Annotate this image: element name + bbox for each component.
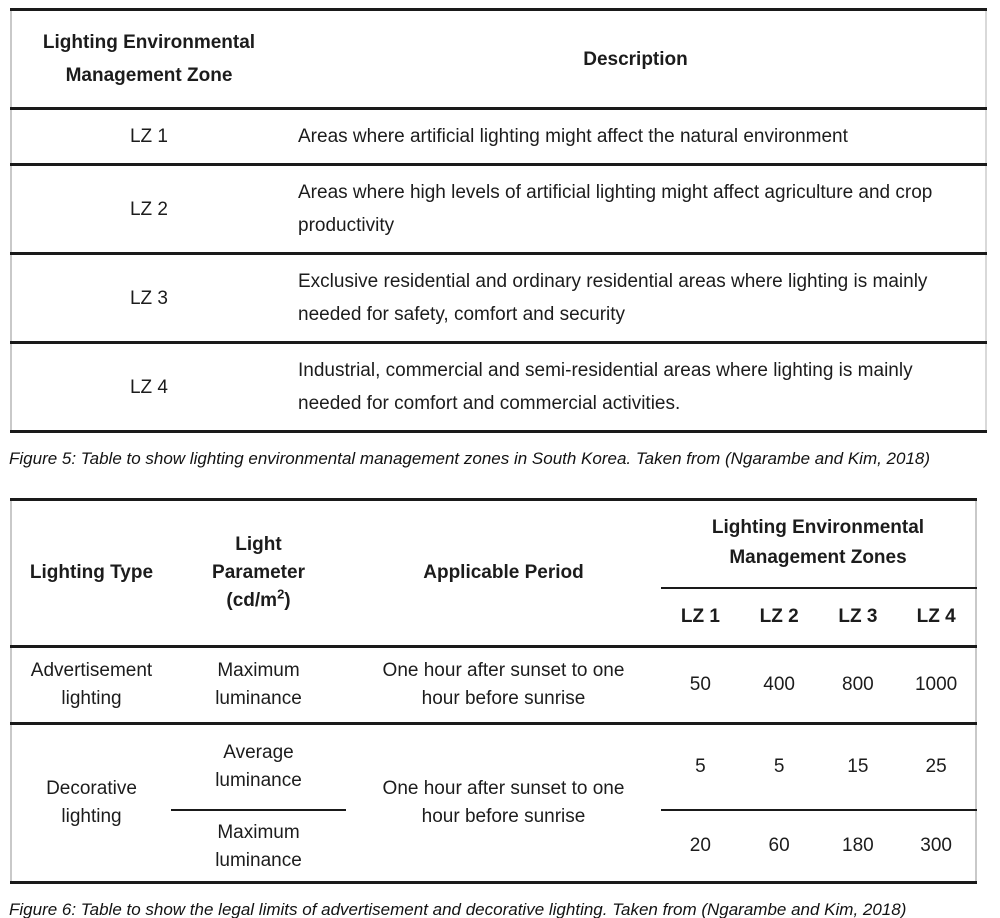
light-parameter-line1: Light <box>235 534 282 555</box>
squared-superscript: 2 <box>277 586 285 602</box>
zone-cell: LZ 2 <box>11 163 286 254</box>
applicable-period-cell: One hour after sunset to one hour before… <box>346 645 661 724</box>
limit-value-cell: 400 <box>739 645 819 724</box>
limit-value-cell: 300 <box>897 809 976 883</box>
management-zones-group-header: Lighting Environmental Management Zones <box>661 499 976 589</box>
limit-value-cell: 50 <box>661 645 740 724</box>
unit-suffix: ) <box>284 590 291 611</box>
limit-value-cell: 180 <box>818 809 898 883</box>
table-header-row: Lighting Environmental Management Zone D… <box>11 10 986 109</box>
description-cell: Industrial, commercial and semi-resident… <box>286 341 986 432</box>
light-parameter-line2: Parameter <box>212 562 305 583</box>
description-header-cell: Description <box>583 48 688 70</box>
light-parameter-cell: Maximum luminance <box>171 809 346 883</box>
limit-value-cell: 5 <box>739 722 819 810</box>
light-parameter-cell: Maximum luminance <box>171 645 346 724</box>
table-row: LZ 3 Exclusive residential and ordinary … <box>11 252 986 343</box>
limit-value-cell: 20 <box>661 809 740 883</box>
figure6-caption: Figure 6: Table to show the legal limits… <box>9 900 907 918</box>
zone-cell: LZ 4 <box>11 341 286 432</box>
applicable-period-header: Applicable Period <box>423 562 584 583</box>
light-parameter-cell: Average luminance <box>171 722 346 810</box>
decorative-maximum-row: Maximum luminance 20 60 180 300 <box>11 809 976 883</box>
lighting-type-header: Lighting Type <box>29 562 154 583</box>
table-row: LZ 1 Areas where artificial lighting mig… <box>11 107 986 165</box>
lz2-header: LZ 2 <box>759 606 799 627</box>
limit-value-cell: 15 <box>818 722 898 810</box>
zone-cell: LZ 1 <box>11 107 286 165</box>
description-cell: Areas where high levels of artificial li… <box>286 163 986 254</box>
legal-limits-table: Lighting Type Light Parameter (cd/m2) Ap… <box>10 498 977 884</box>
zone-cell: LZ 3 <box>11 252 286 343</box>
lighting-zones-table: Lighting Environmental Management Zone D… <box>10 8 987 433</box>
description-cell: Areas where artificial lighting might af… <box>286 107 986 165</box>
advertisement-row: Advertisement lighting Maximum luminance… <box>11 645 976 724</box>
limit-value-cell: 5 <box>661 722 740 810</box>
table-row: LZ 4 Industrial, commercial and semi-res… <box>11 341 986 432</box>
figure5-caption: Figure 5: Table to show lighting environ… <box>9 449 931 468</box>
zone-header-cell: Lighting Environmental Management Zone <box>42 32 256 86</box>
zones-subheader-row: LZ 1 LZ 2 LZ 3 LZ 4 <box>11 588 976 647</box>
light-parameter-header: Light Parameter (cd/m2) <box>171 500 346 647</box>
lighting-type-cell: Advertisement lighting <box>11 645 171 724</box>
lz4-header: LZ 4 <box>916 606 956 627</box>
limit-value-cell: 800 <box>818 645 898 724</box>
applicable-period-cell: One hour after sunset to one hour before… <box>346 722 661 883</box>
lz1-header: LZ 1 <box>680 606 720 627</box>
light-parameter-unit: (cd/m2) <box>198 587 319 615</box>
lighting-type-cell: Decorative lighting <box>11 722 171 883</box>
table-row: LZ 2 Areas where high levels of artifici… <box>11 163 986 254</box>
limit-value-cell: 25 <box>897 722 976 810</box>
limit-value-cell: 1000 <box>897 645 976 724</box>
table-header-row: Lighting Type Light Parameter (cd/m2) Ap… <box>11 499 976 611</box>
lz3-header: LZ 3 <box>838 606 878 627</box>
description-cell: Exclusive residential and ordinary resid… <box>286 252 986 343</box>
limit-value-cell: 60 <box>739 809 819 883</box>
unit-prefix: (cd/m <box>226 590 278 611</box>
decorative-average-row: Decorative lighting Average luminance On… <box>11 722 976 883</box>
